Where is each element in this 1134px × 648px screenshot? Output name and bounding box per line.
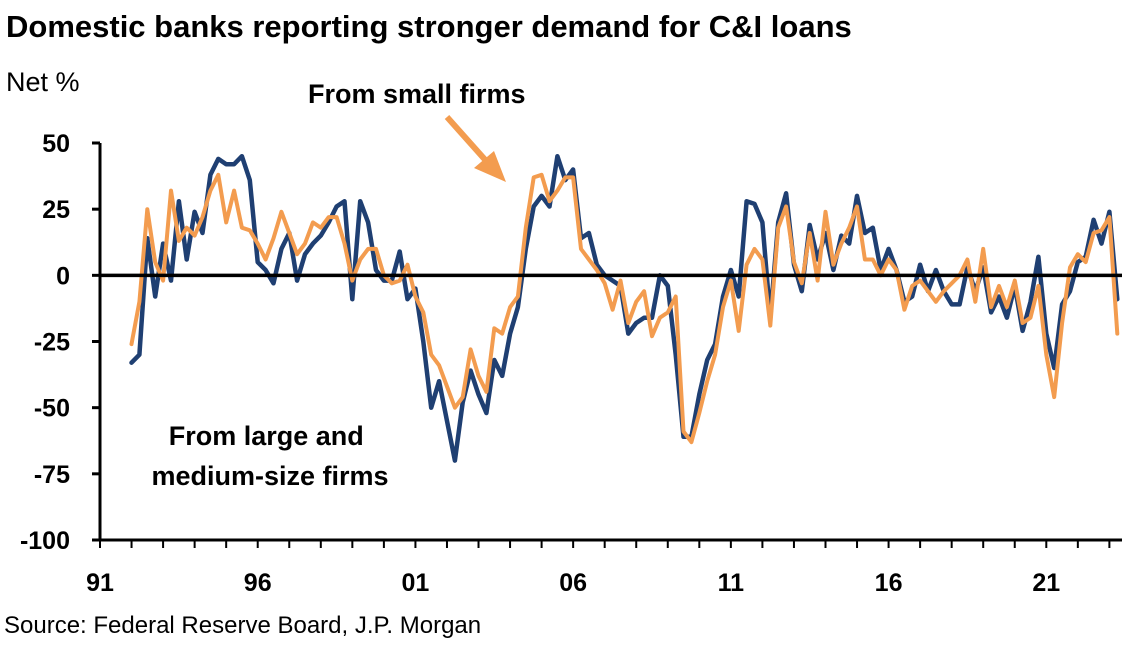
x-tick-label: 16	[875, 569, 903, 597]
x-tick-label: 01	[402, 569, 430, 597]
x-tick-labels: 91 96 01 06 11 16 21	[86, 569, 1060, 597]
y-axis-unit-label: Net %	[6, 67, 80, 97]
y-tick-label: -75	[34, 461, 70, 489]
y-tick-label: -100	[20, 527, 70, 555]
annotation-small-firms: From small firms	[308, 79, 526, 109]
annotation-large-firms: From large and medium-size firms	[151, 421, 388, 491]
x-tick-label: 91	[86, 569, 114, 597]
y-tick-label: 0	[56, 262, 70, 290]
y-tick-label: 25	[42, 196, 70, 224]
annotation-large-firms-line-2: medium-size firms	[151, 461, 388, 491]
chart-title: Domestic banks reporting stronger demand…	[6, 9, 852, 44]
source-note: Source: Federal Reserve Board, J.P. Morg…	[4, 612, 481, 639]
y-tick-labels: 50 25 0 -25 -50 -75 -100	[20, 130, 70, 555]
y-tick-label: -50	[34, 395, 70, 423]
x-tick-label: 11	[718, 569, 745, 597]
series-line-small	[129, 172, 1120, 445]
x-tick-label: 96	[244, 569, 272, 597]
y-tick-label: 50	[42, 130, 70, 158]
series-layer	[129, 153, 1120, 463]
y-tick-label: -25	[34, 329, 70, 357]
x-tick-label: 06	[559, 569, 587, 597]
annotation-large-firms-line-1: From large and	[169, 421, 364, 451]
annotation-arrow	[444, 115, 506, 182]
x-tick-label: 21	[1032, 569, 1060, 597]
axes-layer	[92, 141, 1122, 548]
